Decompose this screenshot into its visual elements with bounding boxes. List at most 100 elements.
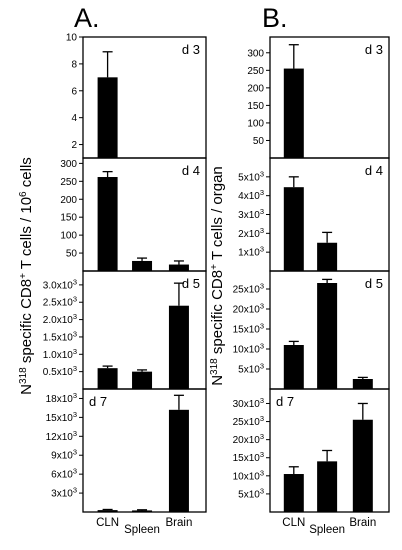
y-tick-label-b-2: 1x103 (238, 245, 264, 259)
y-tick-label-b-2: 4x103 (238, 188, 264, 202)
y-tick-label-base: 25x10 (233, 285, 261, 296)
y-tick-label-b-3: 10x103 (233, 342, 264, 356)
y-tick-label-b-2: 3x103 (238, 207, 264, 221)
day-label-b-4: d 7 (276, 394, 294, 409)
y-axis-label-b: N318 specific CD8+ T cells / organ (209, 166, 227, 386)
y-tick-label-b-1: 50 (253, 136, 265, 147)
x-category-label-brain-a: Brain (166, 517, 193, 529)
y-tick-label-base: 4x10 (238, 191, 260, 202)
y-tick-label-exp: 3 (260, 322, 264, 331)
y-tick-label-a-3: 1.0x103 (43, 347, 77, 361)
bar-spleen-b-3 (317, 283, 338, 389)
y-axis-label-b-part: N (209, 375, 226, 386)
y-tick-label-a-3: 0.5x103 (43, 364, 77, 378)
y-tick-label-a-2: 200 (60, 195, 77, 206)
y-tick-label-b-3: 5x103 (238, 362, 264, 376)
y-tick-label-b-4: 30x103 (233, 396, 264, 410)
y-tick-label-exp: 3 (260, 226, 264, 235)
y-tick-label-base: 9x10 (51, 451, 73, 462)
y-tick-label-exp: 3 (260, 432, 264, 441)
y-tick-label-exp: 3 (260, 342, 264, 351)
y-tick-label-base: 15x10 (233, 325, 261, 336)
y-tick-label-a-3: 2.5x103 (43, 295, 77, 309)
y-tick-label-exp: 3 (260, 282, 264, 291)
x-category-label-cln-a: CLN (96, 517, 119, 529)
bar-spleen-a-3 (132, 371, 153, 389)
y-axis-label-a-sup: 6 (18, 191, 29, 197)
y-tick-label-base: 10x10 (233, 471, 261, 482)
y-tick-label-base: 30x10 (233, 399, 261, 410)
y-tick-label-base: 5x10 (238, 489, 260, 500)
y-tick-label-a-2: 100 (60, 231, 77, 242)
y-tick-label-a-2: 250 (60, 177, 77, 188)
y-tick-label-a-1: 10 (66, 33, 78, 44)
y-tick-label-a-1: 2 (71, 140, 77, 151)
y-tick-label-exp: 3 (73, 277, 77, 286)
y-tick-label-base: 6x10 (51, 470, 73, 481)
bar-cln-b-4 (283, 474, 304, 512)
y-tick-label-b-1: 300 (247, 48, 264, 59)
y-tick-label-a-3: 2.0x103 (43, 312, 77, 326)
y-tick-label-exp: 3 (73, 347, 77, 356)
day-label-a-3: d 5 (182, 276, 200, 291)
y-tick-label-base: 25x10 (233, 417, 261, 428)
bar-cln-a-4 (97, 510, 118, 512)
y-tick-label-base: 2.5x10 (43, 298, 73, 309)
bar-brain-b-3 (352, 379, 373, 389)
y-tick-label-exp: 3 (260, 169, 264, 178)
y-tick-label-exp: 3 (73, 429, 77, 438)
bar-cln-a-1 (97, 77, 118, 158)
day-label-b-1: d 3 (365, 42, 383, 57)
y-tick-label-exp: 3 (260, 414, 264, 423)
day-label-b-2: d 4 (365, 163, 383, 178)
y-tick-label-b-2: 5x103 (238, 169, 264, 183)
y-axis-label-a: N318 specific CD8+ T cells / 106 cells (18, 157, 36, 395)
bar-brain-a-3 (168, 305, 189, 389)
panel-label-a: A. (74, 3, 100, 33)
y-tick-label-base: 12x10 (46, 432, 74, 443)
bar-spleen-a-4 (132, 510, 153, 512)
y-tick-label-base: 10x10 (233, 345, 261, 356)
y-tick-label-b-2: 2x103 (238, 226, 264, 240)
y-tick-label-base: 1x10 (238, 248, 260, 259)
y-tick-label-exp: 3 (260, 450, 264, 459)
y-tick-label-base: 5x10 (238, 172, 260, 183)
y-tick-label-a-2: 150 (60, 213, 77, 224)
y-tick-label-a-4: 3x103 (51, 486, 77, 500)
y-tick-label-base: 15x10 (233, 453, 261, 464)
bar-cln-b-3 (283, 345, 304, 389)
y-tick-label-base: 20x10 (233, 435, 261, 446)
y-axis-label-b-part: specific CD8 (209, 270, 226, 358)
y-tick-label-a-4: 6x103 (51, 467, 77, 481)
bar-spleen-a-2 (132, 260, 153, 271)
y-tick-label-exp: 3 (260, 302, 264, 311)
y-tick-label-exp: 3 (73, 364, 77, 373)
y-tick-label-base: 3x10 (51, 489, 73, 500)
bar-cln-b-1 (283, 68, 304, 158)
y-tick-label-base: 2.0x10 (43, 315, 73, 326)
y-tick-label-base: 18x10 (46, 394, 74, 405)
y-tick-label-exp: 3 (260, 245, 264, 254)
y-tick-label-exp: 3 (73, 467, 77, 476)
bar-brain-a-2 (168, 264, 189, 271)
x-category-label-spleen-b: Spleen (309, 524, 345, 536)
y-tick-label-a-2: 300 (60, 159, 77, 170)
y-tick-label-exp: 3 (260, 207, 264, 216)
bar-spleen-b-4 (317, 461, 338, 512)
bar-cln-a-2 (97, 177, 118, 271)
day-label-a-2: d 4 (182, 163, 200, 178)
panel-label-b: B. (262, 3, 288, 33)
y-tick-label-exp: 3 (260, 486, 264, 495)
y-tick-label-a-3: 1.5x103 (43, 329, 77, 343)
y-tick-label-b-4: 15x103 (233, 450, 264, 464)
y-tick-label-exp: 3 (73, 329, 77, 338)
y-tick-label-base: 5x10 (238, 365, 260, 376)
y-axis-label-a-sup: 318 (18, 367, 29, 384)
y-tick-label-b-1: 250 (247, 66, 264, 77)
day-label-a-1: d 3 (182, 42, 200, 57)
y-tick-label-b-4: 5x103 (238, 486, 264, 500)
y-tick-label-base: 15x10 (46, 413, 74, 424)
x-category-label-cln-b: CLN (282, 517, 305, 529)
